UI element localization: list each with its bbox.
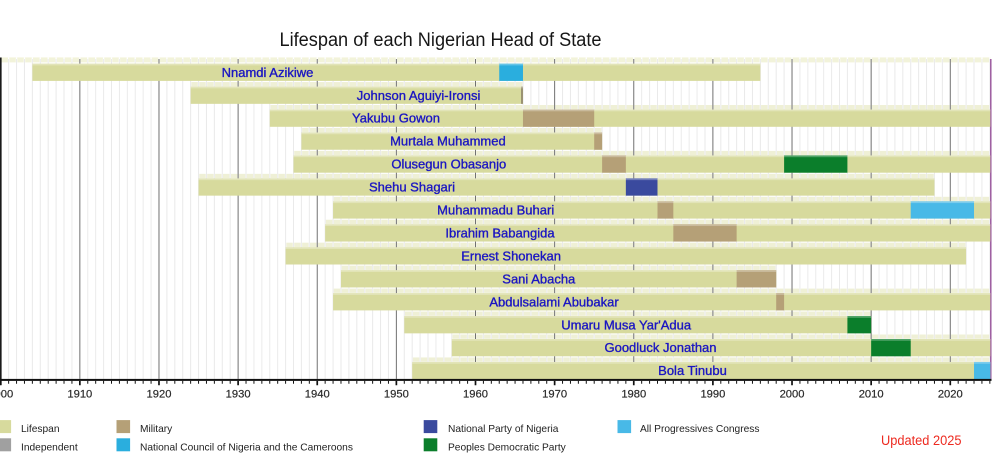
svg-text:Nnamdi Azikiwe: Nnamdi Azikiwe: [222, 65, 314, 80]
svg-text:Muhammadu Buhari: Muhammadu Buhari: [437, 203, 554, 218]
svg-text:Yakubu Gowon: Yakubu Gowon: [352, 111, 440, 126]
svg-text:2010: 2010: [859, 388, 884, 400]
svg-text:1910: 1910: [67, 388, 92, 400]
svg-text:1920: 1920: [147, 388, 172, 400]
svg-text:Sani Abacha: Sani Abacha: [502, 271, 576, 286]
svg-text:All Progressives Congress: All Progressives Congress: [640, 424, 759, 435]
svg-text:Updated 2025: Updated 2025: [881, 433, 962, 448]
svg-text:1950: 1950: [384, 388, 409, 400]
svg-text:1930: 1930: [226, 388, 251, 400]
svg-text:Lifespan of each Nigerian Head: Lifespan of each Nigerian Head of State: [280, 30, 602, 51]
svg-text:1960: 1960: [463, 388, 488, 400]
svg-text:Olusegun Obasanjo: Olusegun Obasanjo: [391, 157, 506, 172]
svg-text:Goodluck Jonathan: Goodluck Jonathan: [604, 340, 716, 355]
svg-text:1990: 1990: [700, 388, 725, 400]
svg-text:Ibrahim Babangida: Ibrahim Babangida: [445, 225, 555, 240]
svg-text:Ernest Shonekan: Ernest Shonekan: [461, 248, 561, 263]
svg-text:2020: 2020: [938, 388, 963, 400]
svg-text:Shehu Shagari: Shehu Shagari: [369, 180, 455, 195]
svg-text:Peoples Democratic Party: Peoples Democratic Party: [448, 443, 567, 454]
svg-text:National Party of Nigeria: National Party of Nigeria: [448, 424, 559, 435]
svg-text:Lifespan: Lifespan: [21, 424, 60, 435]
svg-text:1900: 1900: [0, 388, 13, 400]
svg-text:Johnson Aguiyi-Ironsi: Johnson Aguiyi-Ironsi: [357, 88, 481, 103]
svg-text:Umaru Musa Yar'Adua: Umaru Musa Yar'Adua: [561, 317, 692, 332]
svg-text:National Council of Nigeria an: National Council of Nigeria and the Came…: [140, 443, 353, 454]
svg-text:Independent: Independent: [21, 443, 78, 454]
svg-text:1970: 1970: [542, 388, 567, 400]
svg-text:Abdulsalami Abubakar: Abdulsalami Abubakar: [489, 294, 619, 309]
svg-text:1940: 1940: [305, 388, 330, 400]
svg-text:2000: 2000: [780, 388, 805, 400]
svg-text:Murtala Muhammed: Murtala Muhammed: [390, 134, 506, 149]
svg-text:Bola Tinubu: Bola Tinubu: [658, 363, 727, 378]
svg-text:1980: 1980: [621, 388, 646, 400]
svg-text:Military: Military: [140, 424, 173, 435]
